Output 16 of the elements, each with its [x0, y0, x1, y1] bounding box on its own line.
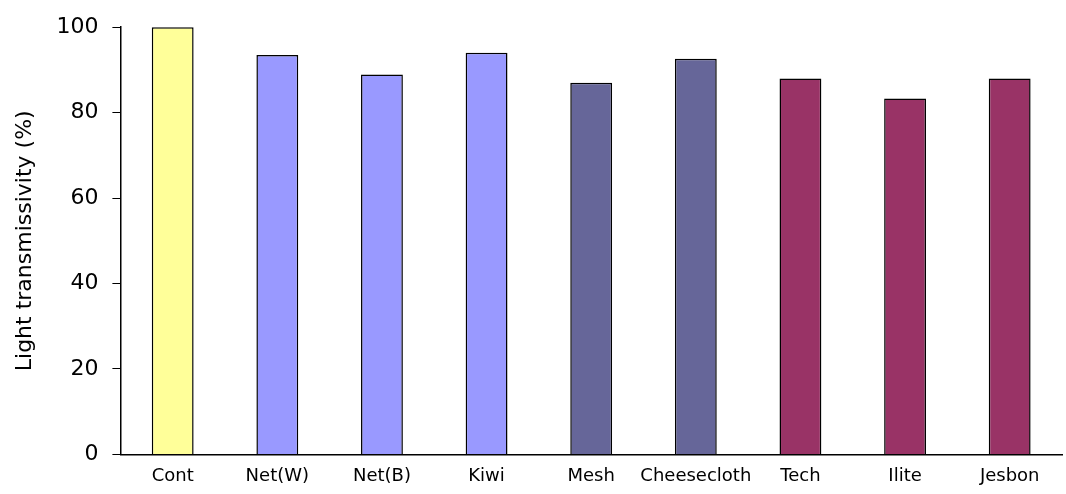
- y-tick-label: 60: [70, 183, 99, 209]
- x-tick-label: Ilite: [888, 463, 922, 485]
- y-tick-label: 40: [70, 269, 99, 295]
- x-tick-label: Kiwi: [468, 463, 505, 485]
- y-axis-title: Light transmissivity (%): [10, 110, 36, 372]
- x-tick-label: Net(W): [245, 463, 310, 485]
- y-tick-label: 100: [56, 12, 99, 38]
- y-tick-label: 0: [84, 440, 99, 466]
- x-tick-label: Cheesecloth: [640, 463, 752, 485]
- x-tick-label: Cont: [151, 463, 194, 485]
- x-tick-label: Net(B): [352, 463, 411, 485]
- y-tick-label: 20: [70, 354, 99, 380]
- x-tick-label: Tech: [779, 463, 821, 485]
- y-tick-label: 80: [70, 98, 99, 124]
- x-tick-label: Mesh: [567, 463, 615, 485]
- x-tick-label: Jesbon: [978, 463, 1040, 485]
